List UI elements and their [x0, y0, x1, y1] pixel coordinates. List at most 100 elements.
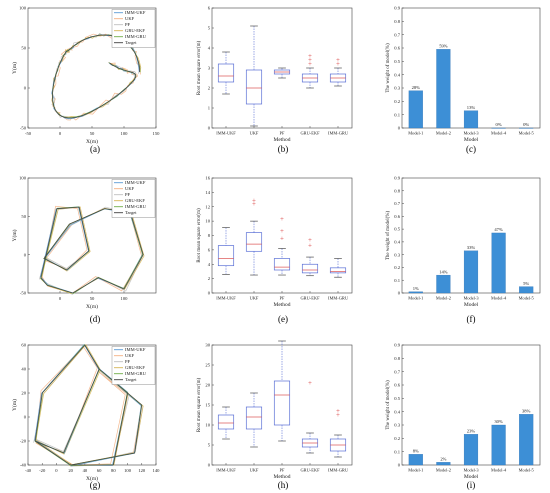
y-tick-label: 12 [205, 204, 210, 209]
y-tick-label: 0.2 [394, 99, 400, 104]
x-tick-label: 50 [90, 296, 95, 301]
box-UKF [245, 232, 263, 252]
box-outlier: + [308, 381, 312, 387]
x-tick-label: PF [280, 468, 285, 473]
y-tick-label: 15 [205, 403, 210, 408]
x-tick-label: IMM-UKF [216, 131, 236, 136]
x-tick-label: Model-2 [436, 131, 451, 136]
legend-label: PF [125, 359, 131, 364]
y-axis-label: Y(m) [11, 229, 18, 241]
box-IMM-UKF [217, 414, 235, 430]
x-tick-label: IMM-GRU [328, 131, 349, 136]
legend-label: GRU-EKF [125, 28, 145, 33]
x-axis-label: Model [464, 474, 479, 480]
legend-label: Target [125, 40, 137, 45]
x-tick-label: Model-1 [408, 468, 423, 473]
y-tick-label: 0.8 [394, 356, 400, 361]
box-outlier: + [308, 58, 312, 64]
bar-data-label: 0% [523, 122, 529, 127]
x-tick-label: 0 [59, 296, 62, 301]
y-tick-label: 0.1 [394, 278, 400, 283]
legend-label: IMM-UKF [125, 347, 146, 352]
x-tick-label: 140 [153, 468, 161, 473]
bar-data-label: 59% [439, 44, 448, 49]
bar-Model-4 [491, 232, 506, 294]
x-tick-label: IMM-GRU [328, 296, 349, 301]
y-tick-label: 14 [205, 190, 210, 195]
panel-label: (g) [90, 480, 101, 490]
y-tick-label: -20 [20, 439, 27, 444]
x-tick-label: Model-5 [519, 296, 535, 301]
y-tick-label: 0.4 [394, 239, 400, 244]
y-tick-label: 40 [21, 367, 26, 372]
x-tick-label: Model-3 [463, 468, 479, 473]
y-tick-label: 0 [208, 463, 211, 468]
panel-label: (c) [466, 144, 476, 154]
box-IMM-UKF [217, 63, 235, 83]
panel-label: (d) [90, 314, 101, 324]
y-tick-label: 6 [208, 247, 211, 252]
legend-label: GRU-EKF [125, 365, 145, 370]
y-tick-label: 20 [205, 383, 210, 388]
y-tick-label: 0.6 [394, 46, 400, 51]
y-tick-label: 5 [208, 26, 211, 31]
y-tick-label: 20 [21, 391, 26, 396]
x-tick-label: 100 [121, 131, 129, 136]
x-tick-label: -50 [25, 131, 32, 136]
y-tick-label: 0.3 [394, 423, 400, 428]
y-tick-label: 0 [208, 291, 211, 296]
bar-data-label: 0% [496, 122, 502, 127]
y-tick-label: 0.3 [394, 86, 400, 91]
plot-frame [401, 7, 541, 129]
legend-label: Target [125, 377, 137, 382]
bar-plot-f: 0 0.1 0.2 0.3 0.4 0.5 0.6 0.7 0.8 0.9 1% Model-1 14%… [386, 176, 541, 308]
y-tick-label: 100 [19, 6, 27, 11]
y-tick-label: 5 [208, 443, 211, 448]
y-axis-label: Y(m) [11, 399, 18, 411]
y-tick-label: 2 [208, 86, 211, 91]
legend-label: PF [125, 192, 131, 197]
bar-Model-3 [463, 434, 479, 466]
y-axis-label: The weight of model(%) [386, 43, 391, 93]
x-tick-label: 100 [121, 296, 129, 301]
y-tick-label: 0.7 [394, 32, 400, 37]
y-tick-label: 0.2 [394, 436, 400, 441]
y-tick-label: -50 [20, 291, 27, 296]
x-axis-label: Method [273, 474, 290, 480]
panel-label: (i) [467, 480, 476, 490]
trajectory-plot-g: -40 -20 0 20 40 60 80 100 120 140 -40 -20 0 20 40 60 X(m… [11, 343, 160, 482]
legend-label: IMM-GRU [125, 34, 147, 39]
bar-data-label: 2% [440, 457, 446, 462]
x-tick-label: 0 [59, 131, 62, 136]
y-tick-label: 0.3 [394, 252, 400, 257]
box-outlier: + [252, 198, 256, 204]
box-outlier: + [308, 62, 312, 68]
bar-Model-3 [463, 110, 479, 129]
box-outlier: + [280, 229, 284, 235]
x-tick-label: 80 [111, 468, 116, 473]
x-tick-label: Model-4 [491, 468, 507, 473]
bar-data-label: 8% [413, 449, 419, 454]
y-axis-label: Y(m) [11, 62, 18, 74]
bar-plot-c: 0 0.1 0.2 0.3 0.4 0.5 0.6 0.7 0.8 0.9 28% Model-1 59… [386, 6, 541, 143]
trajectory-plot-d: 0 50 100 -50 0 50 100 X(m) Y(m) IMM-UKFUKFPFGRU-E… [11, 176, 157, 310]
y-tick-label: 0.5 [394, 227, 400, 232]
bar-plot-i: 0 0.1 0.2 0.3 0.4 0.5 0.6 0.7 0.8 0.9 8% Model-1 2% M… [386, 343, 541, 480]
y-tick-label: -50 [20, 126, 27, 131]
box-outlier: + [336, 409, 340, 415]
y-tick-label: 3 [208, 66, 211, 71]
legend-label: PF [125, 22, 131, 27]
y-tick-label: 60 [21, 343, 26, 348]
y-tick-label: 0.4 [394, 72, 400, 77]
y-tick-label: 6 [208, 6, 211, 11]
y-tick-label: 0.9 [394, 176, 400, 181]
y-tick-label: 50 [21, 46, 26, 51]
bar-data-label: 23% [467, 429, 476, 434]
y-tick-label: 2 [208, 276, 211, 281]
bar-Model-4 [491, 424, 506, 466]
x-tick-label: Model-4 [491, 296, 507, 301]
box-outlier: + [280, 216, 284, 222]
